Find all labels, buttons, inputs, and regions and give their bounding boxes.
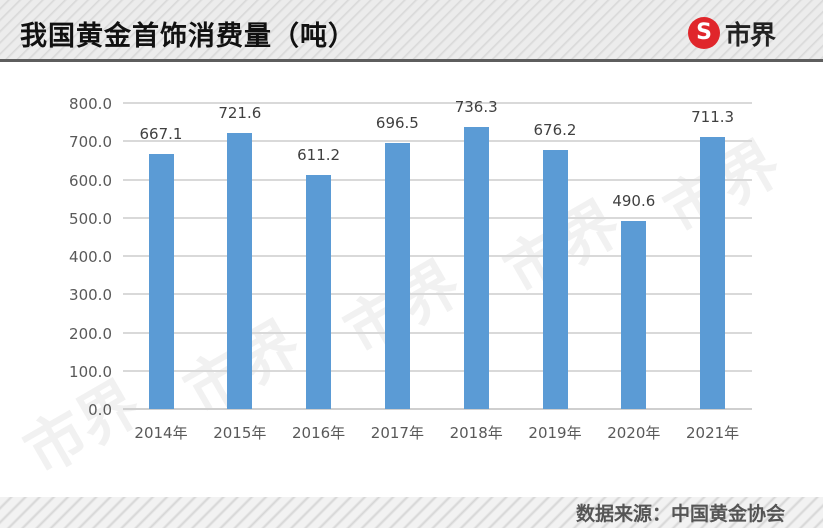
gridline: [123, 178, 752, 181]
x-tick-label: 2015年: [213, 424, 267, 442]
value-label: 676.2: [533, 121, 577, 140]
logo-text: 市界: [725, 20, 776, 51]
x-tick-label: 2016年: [292, 424, 346, 442]
gridline: [123, 216, 752, 219]
gridline: [123, 331, 752, 334]
data-source: 数据来源：中国黄金协会: [575, 503, 785, 525]
value-label: 711.3: [691, 107, 735, 126]
logo-s-icon: S: [688, 17, 720, 49]
chart-footer: 数据来源：中国黄金协会: [0, 497, 823, 528]
x-axis-line: [123, 408, 752, 410]
bar: [542, 150, 568, 409]
gridline: [123, 255, 752, 257]
y-tick-label: 600.0: [69, 171, 112, 190]
y-tick-label: 700.0: [69, 133, 112, 152]
x-tick-label: 2020年: [607, 424, 661, 442]
y-tick-label: 800.0: [69, 95, 112, 113]
x-tick-label: 2017年: [370, 424, 424, 442]
y-tick-label: 0.0: [88, 401, 112, 419]
value-label: 696.5: [375, 113, 419, 132]
bar-chart: 市界市界市界市界市界0.0100.0200.0300.0400.0500.060…: [13, 95, 792, 489]
x-tick-label: 2021年: [686, 424, 740, 442]
brand-logo: S 市界: [688, 16, 776, 51]
bar: [384, 142, 410, 409]
value-label: 667.1: [139, 124, 183, 143]
y-tick-label: 500.0: [69, 209, 112, 228]
bar: [700, 136, 726, 409]
x-tick-label: 2014年: [134, 424, 188, 442]
gridline: [123, 293, 752, 296]
value-label: 721.6: [218, 103, 262, 122]
chart-title: 我国黄金首饰消费量（吨）: [20, 21, 356, 52]
chart-header: 我国黄金首饰消费量（吨） S 市界: [0, 0, 823, 62]
value-label: 490.6: [612, 192, 656, 211]
value-label: 611.2: [297, 146, 341, 165]
bar: [148, 153, 174, 409]
y-tick-label: 300.0: [69, 286, 112, 305]
gridline: [123, 140, 752, 143]
bar: [306, 175, 332, 409]
y-tick-label: 400.0: [69, 248, 112, 266]
x-tick-label: 2018年: [449, 424, 503, 442]
bar: [227, 132, 253, 409]
bar: [621, 221, 647, 409]
x-tick-label: 2019年: [528, 424, 582, 442]
bar: [463, 127, 489, 409]
gridline: [123, 102, 752, 104]
y-tick-label: 100.0: [69, 362, 112, 381]
value-label: 736.3: [454, 98, 498, 117]
y-tick-label: 200.0: [69, 324, 112, 343]
gridline: [123, 369, 752, 372]
